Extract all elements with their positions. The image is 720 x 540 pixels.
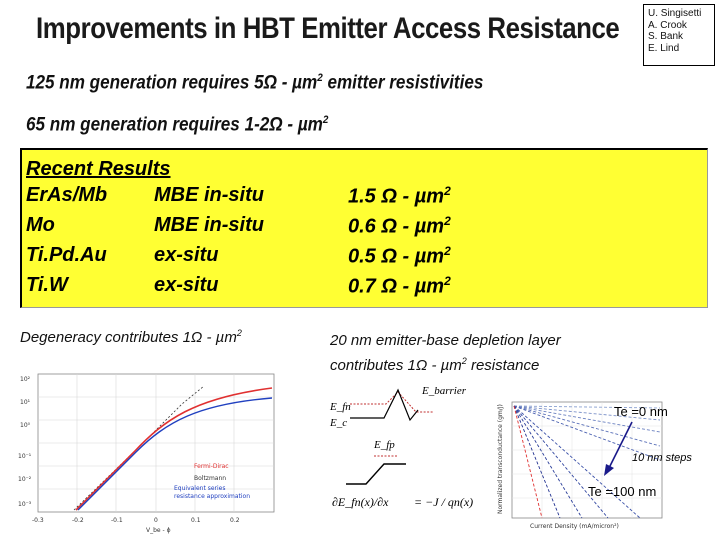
y-axis-label: Normalized transconductance (gm/J): [497, 404, 504, 514]
result-value: 1.5 Ω - µm2: [348, 184, 451, 208]
degeneracy-note: Degeneracy contributes 1Ω - µm2: [20, 328, 242, 346]
band-diagram: E_barrier E_fn E_c E_fp ∂E_fn(x)/∂x = −J…: [329, 385, 473, 509]
label-te-100: Te =100 nm: [588, 484, 657, 499]
requirement-125nm: 125 nm generation requires 5Ω - µm2 emit…: [26, 72, 484, 94]
results-box: Recent Results ErAs/Mb MBE in-situ 1.5 Ω…: [20, 148, 708, 308]
x-tick-label: 0: [154, 517, 158, 524]
result-material: Mo: [26, 214, 55, 236]
fermi-dirac-curve: [75, 387, 273, 511]
slide-title: Improvements in HBT Emitter Access Resis…: [36, 12, 620, 45]
y-tick-label: 10⁻³: [18, 501, 32, 508]
label-10nm-steps: 10 nm steps: [632, 452, 692, 464]
result-material: Ti.Pd.Au: [26, 244, 107, 266]
legend-boltzmann: Boltzmann: [194, 475, 226, 482]
result-value: 0.6 Ω - µm2: [348, 214, 451, 238]
e-fp-label: E_fp: [373, 439, 395, 451]
y-tick-label: 10²: [20, 376, 31, 383]
e-barrier-label: E_barrier: [421, 385, 467, 397]
author-1: U. Singisetti: [648, 8, 702, 19]
x-tick-label: -0.2: [72, 517, 84, 524]
boltzmann-curve: [73, 385, 205, 511]
results-heading: Recent Results: [26, 158, 171, 180]
equation-rhs: = −J / qn(x): [414, 495, 473, 509]
fermi-level-line: [350, 391, 434, 413]
y-tick-label: 10¹: [20, 399, 31, 406]
result-material: ErAs/Mb: [26, 184, 108, 206]
author-4: E. Lind: [648, 42, 680, 54]
depletion-note: 20 nm emitter-base depletion layer contr…: [330, 332, 561, 374]
legend-resistance-approx: resistance approximation: [174, 493, 250, 500]
e-c-label: E_c: [329, 417, 347, 429]
result-method: ex-situ: [154, 244, 219, 266]
valence-band-line: [346, 463, 406, 485]
y-tick-label: 10⁻²: [18, 476, 32, 483]
equation-lhs: ∂E_fn(x)/∂x: [332, 495, 389, 509]
result-method: ex-situ: [154, 274, 219, 296]
gm-curve-family: [513, 405, 661, 519]
requirement-65nm: 65 nm generation requires 1-2Ω - µm2: [26, 114, 329, 136]
x-axis-label: Current Density (mA/micron²): [530, 523, 619, 530]
result-method: MBE in-situ: [154, 184, 264, 206]
x-tick-label: -0.1: [111, 517, 123, 524]
result-value: 0.7 Ω - µm2: [348, 274, 451, 298]
result-method: MBE in-situ: [154, 214, 264, 236]
transconductance-plot: Normalized transconductance (gm/J) Curre…: [497, 401, 663, 530]
x-tick-label: 0.2: [230, 517, 240, 524]
x-tick-label: 0.1: [191, 517, 201, 524]
series-resistance-curve: [77, 397, 273, 511]
x-tick-label: -0.3: [32, 517, 44, 524]
y-tick-label: 10⁻¹: [18, 453, 32, 460]
author-2: A. Crook: [648, 19, 687, 31]
iv-curve-plot: 10² 10¹ 10⁰ 10⁻¹ 10⁻² 10⁻³ -0.3 -0.2 -0.…: [18, 373, 275, 534]
legend-equivalent-series: Equivalent series: [174, 485, 226, 492]
result-material: Ti.W: [26, 274, 68, 296]
label-te-0: Te =0 nm: [614, 404, 668, 419]
result-value: 0.5 Ω - µm2: [348, 244, 451, 268]
e-fn-label: E_fn: [329, 401, 351, 413]
arrow-icon: [604, 421, 633, 476]
y-tick-label: 10⁰: [20, 422, 31, 429]
authors-box: U. Singisetti A. Crook S. Bank E. Lind: [643, 4, 715, 66]
legend-fermi-dirac: Fermi-Dirac: [194, 463, 229, 470]
x-axis-label: V_be - ϕ: [146, 527, 171, 534]
author-3: S. Bank: [648, 31, 684, 42]
conduction-band-line: [350, 388, 419, 422]
